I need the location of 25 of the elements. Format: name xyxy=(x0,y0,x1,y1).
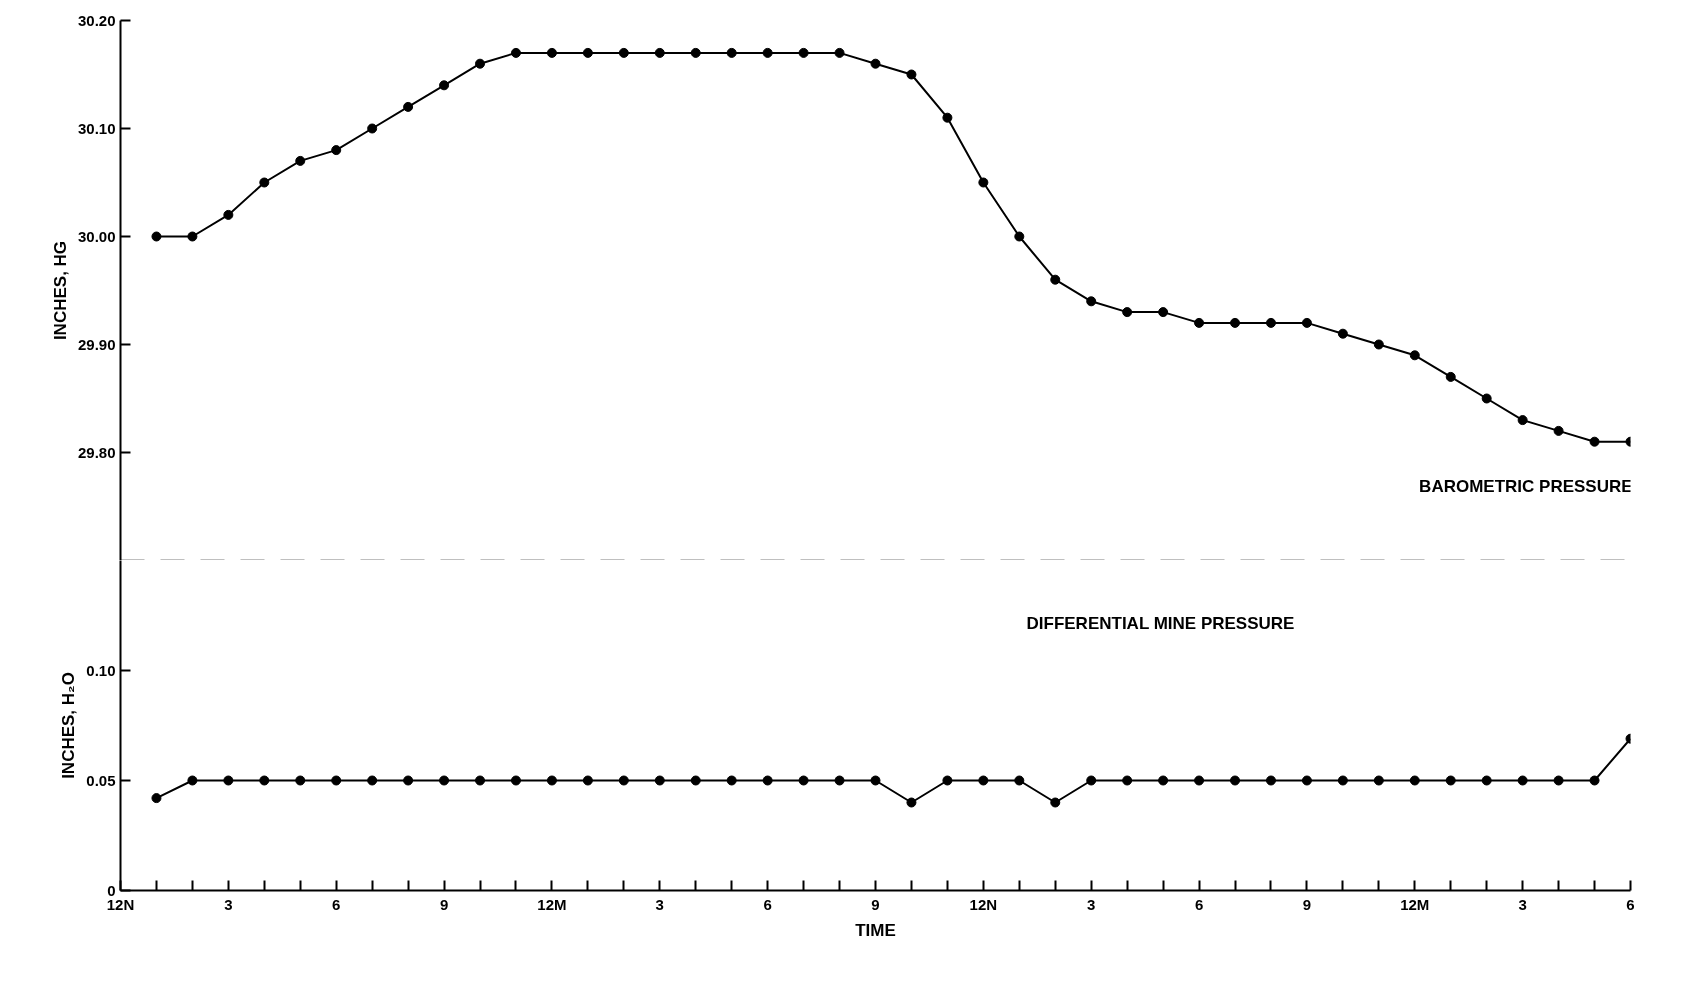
x-tick-label: 6 xyxy=(1194,895,1204,913)
x-tick-label: 9 xyxy=(871,895,880,913)
y-tick-label: 0.10 xyxy=(86,661,116,679)
x-tick-label: 6 xyxy=(763,895,772,913)
x-tick-label: 12N xyxy=(969,895,998,913)
x-axis-title: TIME xyxy=(855,920,896,940)
y-tick-label: 29.90 xyxy=(77,335,116,353)
x-tick-label: 12M xyxy=(1400,895,1430,913)
y-tick-label: 0.05 xyxy=(86,771,116,789)
x-tick-label: 3 xyxy=(1087,895,1096,913)
text: DIFFERENTIAL MINE PRESSURE xyxy=(1026,614,1295,634)
y-tick-label: 30.00 xyxy=(77,227,116,245)
y-axis-title: INCHES, H₂O xyxy=(59,672,79,779)
x-tick-label: 9 xyxy=(439,895,449,913)
x-tick-label: 3 xyxy=(224,895,233,913)
y-tick-label: 30.10 xyxy=(77,119,116,137)
y-tick-label: 29.80 xyxy=(77,443,116,461)
x-tick-label: 6 xyxy=(332,895,341,913)
x-tick-label: 3 xyxy=(655,895,664,913)
x-tick-label: 6 xyxy=(1626,895,1635,913)
x-tick-label: 12M xyxy=(537,895,567,913)
x-tick-label: 9 xyxy=(1302,895,1312,913)
y-tick-label: 30.20 xyxy=(77,11,116,29)
y-axis-title: INCHES, HG xyxy=(50,240,70,341)
x-tick-label: 3 xyxy=(1518,895,1527,913)
